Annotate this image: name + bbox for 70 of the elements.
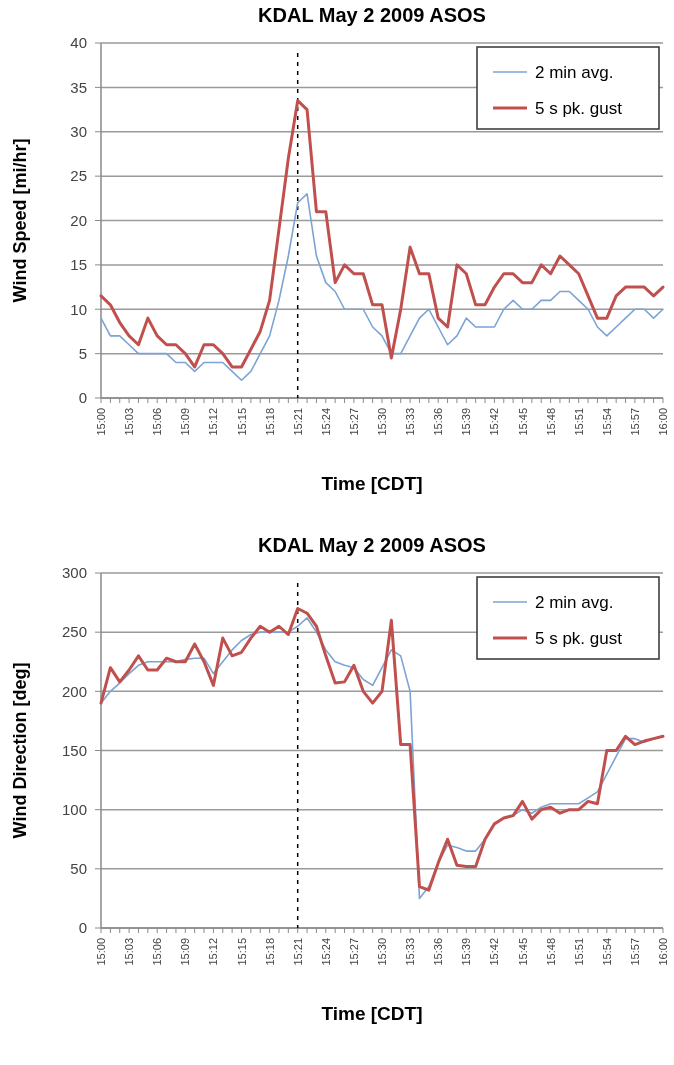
x-tick-label: 15:42 <box>488 408 501 436</box>
x-tick-label: 15:33 <box>404 938 417 966</box>
x-tick-label: 15:57 <box>628 408 641 436</box>
y-tick-label: 150 <box>61 741 87 759</box>
chart-title: KDAL May 2 2009 ASOS <box>258 4 486 26</box>
legend-label: 2 min avg. <box>535 592 614 612</box>
line-series <box>100 193 664 382</box>
x-tick-label: 15:21 <box>291 408 304 436</box>
x-tick-label: 16:00 <box>657 938 669 966</box>
x-tick-label: 15:03 <box>123 408 136 436</box>
x-tick-label: 15:30 <box>376 938 388 966</box>
y-tick-label: 300 <box>61 564 87 582</box>
legend-label: 5 s pk. gust <box>535 98 623 118</box>
x-tick-label: 15:48 <box>544 408 557 436</box>
x-tick-label: 15:51 <box>572 938 585 966</box>
x-tick-label: 15:27 <box>347 408 360 436</box>
x-tick-label: 15:36 <box>432 938 445 966</box>
chart-title: KDAL May 2 2009 ASOS <box>258 534 486 556</box>
x-tick-label: 15:39 <box>460 408 473 436</box>
y-tick-label: 40 <box>70 34 87 52</box>
x-tick-label: 15:00 <box>95 408 107 436</box>
x-tick-label: 15:45 <box>516 938 529 966</box>
x-tick-label: 15:36 <box>432 408 445 436</box>
legend-label: 2 min avg. <box>535 62 614 82</box>
x-tick-label: 16:00 <box>657 408 669 436</box>
y-tick-label: 35 <box>70 78 87 96</box>
y-tick-label: 15 <box>70 256 87 274</box>
x-tick-label: 15:54 <box>600 408 613 436</box>
x-axis-title: Time [CDT] <box>321 473 423 494</box>
x-tick-label: 15:27 <box>347 938 360 966</box>
x-tick-label: 15:12 <box>207 938 220 966</box>
x-tick-label: 15:24 <box>319 408 332 436</box>
x-tick-label: 15:48 <box>544 938 557 966</box>
x-tick-label: 15:06 <box>151 408 164 436</box>
y-tick-label: 200 <box>61 682 87 700</box>
y-axis-title: Wind Speed [mi/hr] <box>10 138 30 303</box>
x-tick-label: 15:54 <box>600 938 613 966</box>
x-axis-title: Time [CDT] <box>321 1003 423 1024</box>
y-tick-label: 100 <box>61 800 87 818</box>
x-tick-label: 15:06 <box>151 938 164 966</box>
y-tick-label: 5 <box>78 344 87 362</box>
x-tick-label: 15:09 <box>179 938 192 966</box>
x-tick-label: 15:24 <box>319 938 332 966</box>
x-tick-label: 15:33 <box>404 408 417 436</box>
x-tick-label: 15:18 <box>263 408 276 436</box>
x-tick-label: 15:15 <box>235 938 248 966</box>
x-tick-label: 15:15 <box>235 408 248 436</box>
x-tick-label: 15:21 <box>291 938 304 966</box>
y-axis-title: Wind Direction [deg] <box>10 662 30 839</box>
x-tick-label: 15:45 <box>516 408 529 436</box>
x-tick-label: 15:03 <box>123 938 136 966</box>
x-tick-label: 15:12 <box>207 408 220 436</box>
x-tick-label: 15:00 <box>95 938 107 966</box>
x-tick-label: 15:09 <box>179 408 192 436</box>
y-tick-label: 250 <box>61 623 87 641</box>
y-tick-label: 50 <box>70 860 87 878</box>
y-tick-label: 25 <box>70 167 87 185</box>
y-tick-label: 20 <box>70 211 87 229</box>
line-series <box>99 99 665 369</box>
y-tick-label: 30 <box>70 123 87 140</box>
x-tick-label: 15:57 <box>628 938 641 966</box>
legend-label: 5 s pk. gust <box>535 628 623 648</box>
x-tick-label: 15:39 <box>460 938 473 966</box>
x-tick-label: 15:51 <box>572 408 585 436</box>
x-tick-label: 15:18 <box>263 938 276 966</box>
x-tick-label: 15:30 <box>376 408 388 436</box>
y-tick-label: 10 <box>70 300 87 318</box>
y-tick-label: 0 <box>78 919 87 937</box>
y-tick-label: 0 <box>78 389 87 407</box>
x-tick-label: 15:42 <box>488 938 501 966</box>
